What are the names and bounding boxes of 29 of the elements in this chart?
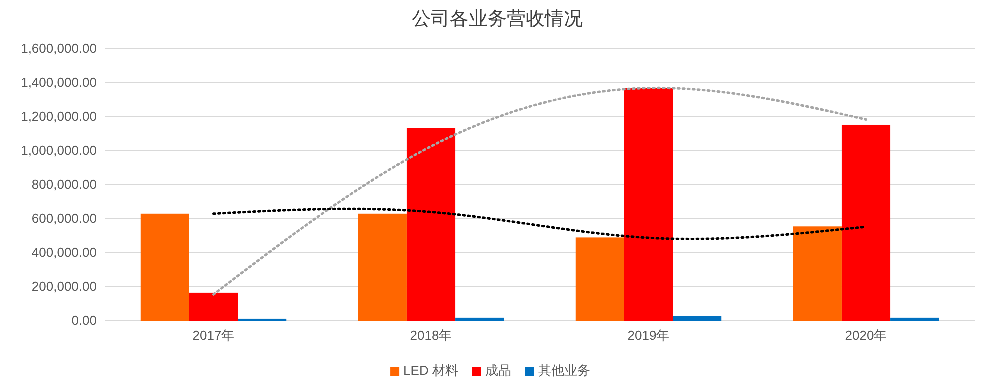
bar <box>456 318 504 321</box>
y-tick-label: 200,000.00 <box>32 279 97 294</box>
y-tick-label: 600,000.00 <box>32 211 97 226</box>
legend-label: 其他业务 <box>538 363 590 378</box>
x-tick-label: 2018年 <box>410 328 452 344</box>
x-tick-label: 2017年 <box>192 328 235 344</box>
bar <box>842 124 891 321</box>
y-tick-label: 400,000.00 <box>32 245 97 260</box>
bar <box>358 214 407 321</box>
y-tick-label: 1,200,000.00 <box>21 109 97 124</box>
bar <box>624 88 674 321</box>
bar <box>189 292 238 321</box>
bar <box>890 318 940 321</box>
line-series <box>212 87 868 296</box>
y-tick-label: 1,400,000.00 <box>21 75 97 90</box>
bar <box>673 316 722 321</box>
x-tick-label: 2019年 <box>628 328 670 344</box>
y-tick-label: 1,000,000.00 <box>21 143 97 158</box>
bar <box>140 214 190 321</box>
y-tick-label: 0.00 <box>72 313 97 328</box>
y-tick-label: 800,000.00 <box>32 177 97 192</box>
bar <box>793 226 842 321</box>
bar <box>576 238 624 321</box>
x-tick-label: 2020年 <box>845 328 888 344</box>
y-tick-label: 1,600,000.00 <box>21 41 97 56</box>
legend-label: 成品 <box>485 363 512 378</box>
bar <box>406 128 456 321</box>
chart-title: 公司各业务营收情况 <box>412 9 583 30</box>
legend-label: LED 材料 <box>404 363 458 378</box>
